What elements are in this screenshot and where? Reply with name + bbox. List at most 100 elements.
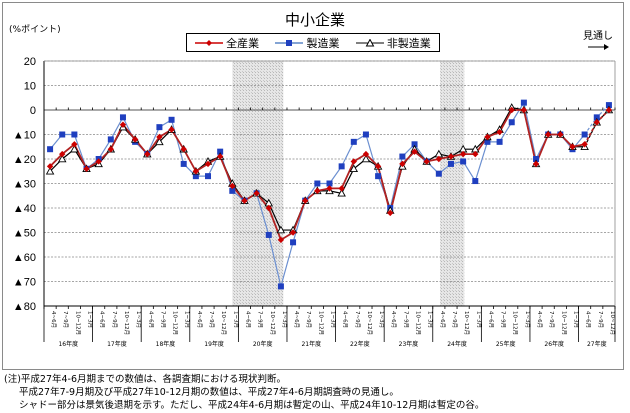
svg-text:10~12月: 10~12月: [366, 311, 373, 335]
svg-text:18年度: 18年度: [156, 340, 176, 348]
svg-text:1~3月: 1~3月: [281, 311, 288, 328]
svg-text:10~12月: 10~12月: [172, 311, 179, 335]
svg-text:1~3月: 1~3月: [330, 311, 337, 328]
svg-text:4~6月: 4~6月: [50, 311, 57, 328]
svg-text:19年度: 19年度: [204, 340, 224, 348]
data-point: [557, 131, 564, 138]
data-point: [155, 137, 164, 146]
data-point: [447, 153, 455, 160]
y-unit-label: (%ポイント): [9, 25, 61, 35]
data-point: [59, 131, 66, 138]
svg-text:20年度: 20年度: [253, 340, 273, 348]
data-point: [71, 141, 78, 148]
data-point: [45, 166, 55, 175]
data-point: [435, 170, 442, 177]
data-point: [46, 163, 54, 170]
svg-text:10~12月: 10~12月: [609, 311, 616, 335]
data-point: [277, 236, 285, 244]
svg-text:▲10: ▲10: [13, 130, 36, 142]
svg-text:▲40: ▲40: [13, 203, 36, 215]
triangle-marker-icon: [355, 38, 384, 46]
data-point: [460, 158, 467, 165]
diamond-marker-icon: [195, 39, 224, 46]
svg-text:25年度: 25年度: [496, 340, 516, 348]
data-point: [544, 131, 552, 138]
svg-text:24年度: 24年度: [447, 340, 467, 348]
svg-text:10~12月: 10~12月: [220, 311, 227, 335]
svg-text:10~12月: 10~12月: [415, 311, 422, 335]
svg-text:4~6月: 4~6月: [147, 311, 154, 328]
data-point: [289, 229, 297, 236]
svg-text:7~9月: 7~9月: [111, 311, 118, 328]
data-point: [314, 187, 321, 195]
svg-text:4~6月: 4~6月: [390, 311, 397, 328]
svg-text:10~12月: 10~12月: [123, 311, 130, 335]
svg-text:0: 0: [30, 105, 36, 117]
svg-text:7~9月: 7~9月: [354, 311, 361, 328]
svg-text:7~9月: 7~9月: [305, 311, 312, 328]
data-point: [47, 146, 54, 153]
forecast-label: 見通し: [583, 31, 613, 42]
series-markers: [45, 99, 614, 290]
footnote-2: 平成27年7-9月期及び平成27年10-12月期の数値は、平成27年4-6月期調…: [19, 387, 399, 398]
data-point: [204, 160, 212, 168]
data-point: [83, 165, 90, 172]
svg-text:▲80: ▲80: [13, 301, 36, 313]
footnote-3: シャドー部分は景気後退期を示す。ただし、平成24年4-6月期は暫定の山、平成24…: [19, 400, 485, 411]
data-point: [399, 153, 406, 160]
x-axis-labels: 4~6月 7~9月 10~12月 1~3月 4~6月 7~9月 10~12月 1~3月 4~6月…: [43, 306, 616, 348]
data-point: [216, 153, 224, 160]
footnote-1: (注)平成27年4-6月期までの数値は、各調査期における現状判断。: [4, 374, 287, 385]
data-point: [131, 136, 139, 143]
svg-text:10~12月: 10~12月: [512, 311, 519, 335]
data-point: [593, 119, 600, 126]
svg-text:17年度: 17年度: [107, 340, 127, 348]
svg-text:27年度: 27年度: [587, 340, 607, 348]
svg-text:4~6月: 4~6月: [487, 311, 494, 328]
svg-text:1~3月: 1~3月: [184, 311, 191, 328]
data-point: [326, 185, 333, 192]
data-point: [71, 131, 78, 138]
svg-text:▲20: ▲20: [13, 154, 36, 166]
series-line: [49, 106, 585, 231]
svg-text:10~12月: 10~12月: [463, 311, 470, 335]
data-point: [168, 116, 175, 123]
data-point: [59, 150, 66, 158]
svg-text:4~6月: 4~6月: [244, 311, 251, 328]
data-point: [70, 144, 79, 153]
data-point: [265, 204, 272, 212]
data-point: [253, 190, 260, 197]
data-point: [569, 143, 576, 150]
svg-text:4~6月: 4~6月: [585, 311, 592, 328]
data-point: [119, 114, 126, 121]
legend-label: 製造業: [306, 36, 340, 50]
data-point: [375, 173, 382, 180]
data-point: [326, 180, 333, 187]
data-point: [265, 231, 272, 238]
data-point: [496, 128, 503, 136]
data-point: [349, 164, 359, 173]
svg-text:4~6月: 4~6月: [536, 311, 543, 328]
svg-text:7~9月: 7~9月: [62, 311, 69, 328]
data-point: [496, 138, 503, 145]
svg-text:4~6月: 4~6月: [293, 311, 300, 328]
chart-frame: [2, 2, 624, 370]
data-point: [338, 163, 345, 170]
svg-text:4~6月: 4~6月: [439, 311, 446, 328]
data-point: [447, 160, 454, 167]
data-point: [277, 283, 284, 290]
data-point: [533, 156, 540, 162]
svg-text:4~6月: 4~6月: [342, 311, 349, 328]
svg-text:1~3月: 1~3月: [427, 311, 434, 328]
data-point: [508, 119, 515, 126]
data-point: [156, 124, 163, 131]
data-point: [508, 106, 515, 114]
series-line: [49, 101, 586, 287]
svg-text:1~3月: 1~3月: [572, 311, 579, 328]
data-point: [484, 138, 491, 145]
data-point: [119, 121, 127, 128]
svg-text:▲70: ▲70: [13, 277, 36, 289]
legend-item-manufacturing: 製造業: [275, 35, 339, 51]
data-point: [217, 148, 224, 155]
